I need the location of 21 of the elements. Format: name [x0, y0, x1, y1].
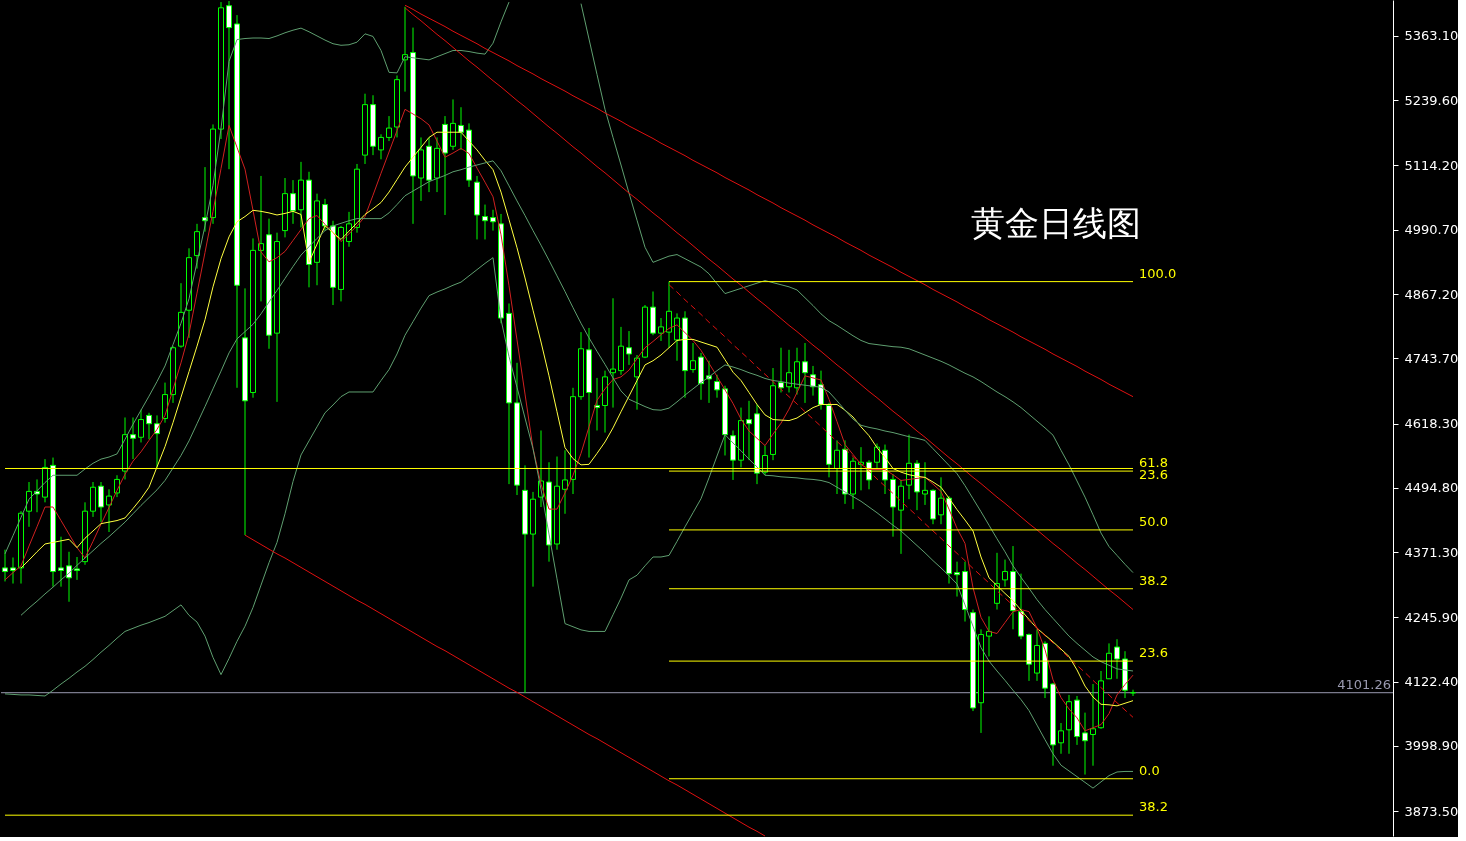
- y-tick-label: 3998.90: [1404, 738, 1459, 754]
- y-tick-label: 4245.90: [1404, 609, 1459, 625]
- series-label: 38.2: [1139, 572, 1168, 588]
- y-tick-label: 4990.70: [1404, 222, 1459, 238]
- y-tick-label: 3873.50: [1404, 803, 1459, 819]
- y-tick-label: 4867.20: [1404, 286, 1459, 302]
- ref-line-label: 4101.26: [1337, 676, 1391, 692]
- annotation: 黄金日线图: [971, 203, 1141, 243]
- y-tick-label: 4618.30: [1404, 416, 1459, 432]
- series-label: 50.0: [1139, 513, 1168, 529]
- y-tick-label: 5363.10: [1404, 28, 1459, 44]
- y-tick-label: 5114.20: [1404, 157, 1459, 173]
- y-tick-label: 4494.80: [1404, 480, 1459, 496]
- y-tick-label: 4122.40: [1404, 674, 1459, 690]
- y-tick-label: 4743.70: [1404, 350, 1459, 366]
- series-label: 100.0: [1139, 265, 1177, 281]
- series-label: 38.2: [1139, 799, 1168, 815]
- series-label: 23.6: [1139, 645, 1168, 661]
- series-label: 0.0: [1139, 762, 1160, 778]
- y-tick-label: 4371.30: [1404, 544, 1459, 560]
- y-tick-label: 5239.60: [1404, 92, 1459, 108]
